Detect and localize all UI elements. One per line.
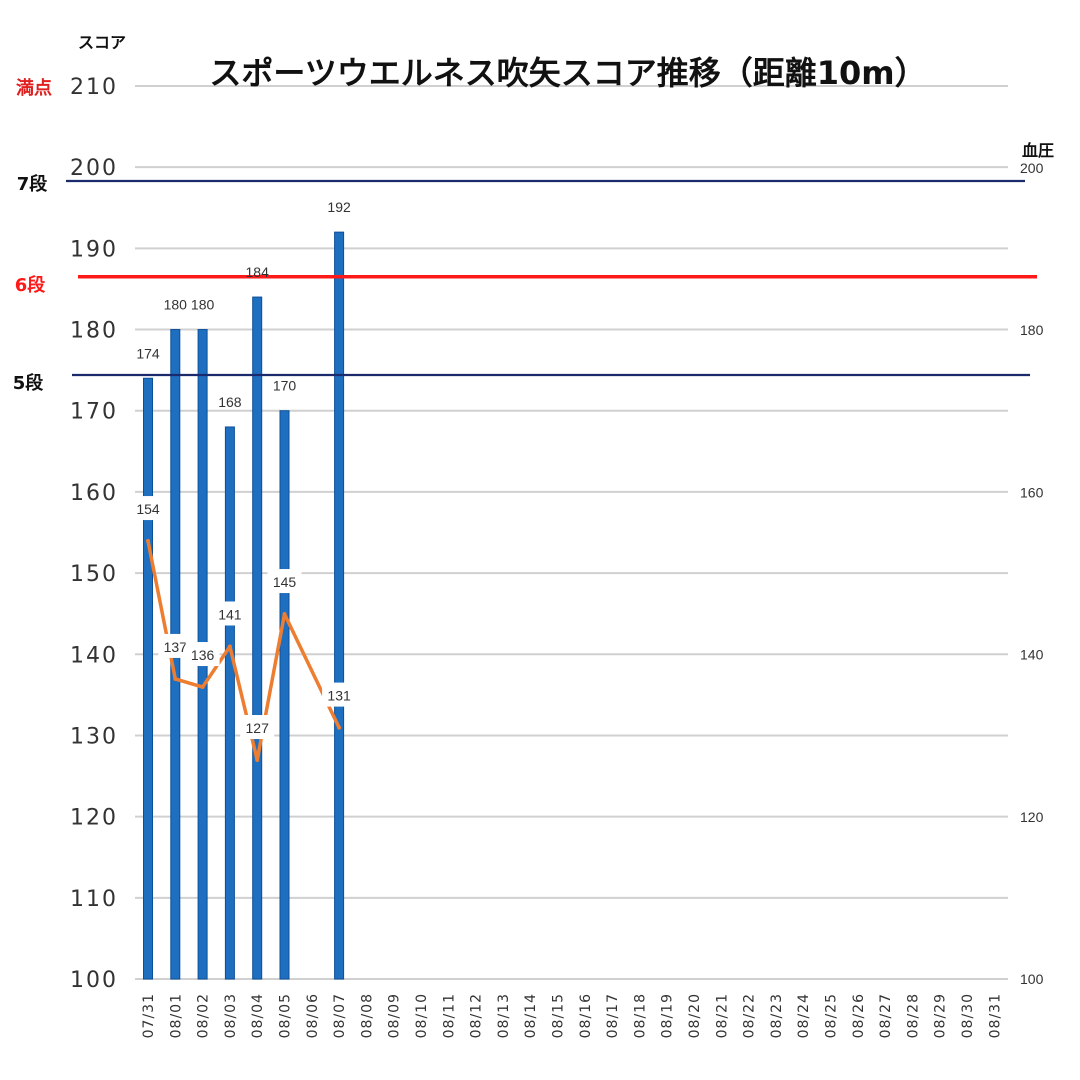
line-data-label-bg-08-02 bbox=[185, 642, 220, 667]
line-data-label-08-03: 141 bbox=[218, 606, 242, 622]
x-tick-label-08-25: 08/25 bbox=[824, 993, 840, 1038]
y2-tick-label-140: 140 bbox=[1020, 647, 1044, 663]
line-data-label-08-01: 137 bbox=[164, 639, 188, 655]
x-tick-label-08-07: 08/07 bbox=[332, 993, 348, 1038]
line-data-label-bg-08-07 bbox=[322, 682, 357, 707]
line-data-label-08-04: 127 bbox=[246, 720, 270, 736]
y-tick-label-140: 140 bbox=[70, 643, 118, 668]
x-tick-label-08-01: 08/01 bbox=[168, 993, 184, 1038]
line-series bbox=[146, 539, 342, 763]
bar-08-05 bbox=[279, 410, 290, 980]
x-tick-label-08-31: 08/31 bbox=[987, 993, 1003, 1038]
line-point-07-31 bbox=[146, 539, 150, 544]
x-tick-label-08-16: 08/16 bbox=[578, 993, 594, 1038]
reference-label-6段: 6段 bbox=[15, 274, 47, 296]
x-tick-label-08-17: 08/17 bbox=[605, 993, 621, 1038]
x-tick-label-08-08: 08/08 bbox=[359, 993, 375, 1038]
x-tick-label-08-03: 08/03 bbox=[223, 993, 239, 1038]
y2-tick-label-200: 200 bbox=[1020, 160, 1044, 176]
y-axis-title: スコア bbox=[78, 33, 126, 52]
x-tick-label-08-21: 08/21 bbox=[714, 993, 730, 1038]
bar-data-label-08-01: 180 bbox=[164, 297, 188, 313]
line-data-label-07-31: 154 bbox=[136, 501, 160, 517]
x-tick-label-08-13: 08/13 bbox=[496, 993, 512, 1038]
line-data-label-08-05: 145 bbox=[273, 574, 297, 590]
y-tick-label-170: 170 bbox=[70, 400, 118, 425]
y2-tick-label-120: 120 bbox=[1020, 809, 1044, 825]
reference-lines: 満点 7段 6段 5段 bbox=[13, 77, 1037, 394]
line-point-08-04 bbox=[255, 758, 260, 763]
line-point-08-05 bbox=[282, 612, 287, 617]
x-tick-label-07-31: 07/31 bbox=[141, 993, 157, 1038]
x-tick-label-08-23: 08/23 bbox=[769, 993, 785, 1038]
line-data-label-08-07: 131 bbox=[327, 688, 351, 704]
x-tick-label-08-30: 08/30 bbox=[960, 993, 976, 1038]
y-tick-label-130: 130 bbox=[70, 724, 118, 749]
x-tick-label-08-12: 08/12 bbox=[469, 993, 485, 1038]
x-tick-label-08-28: 08/28 bbox=[905, 993, 921, 1038]
x-tick-label-08-06: 08/06 bbox=[305, 993, 321, 1038]
x-tick-label-08-18: 08/18 bbox=[632, 993, 648, 1038]
x-tick-label-08-04: 08/04 bbox=[250, 993, 266, 1038]
line-data-label-bg-08-04 bbox=[240, 715, 275, 740]
line-point-08-02 bbox=[200, 685, 205, 690]
y-tick-label-180: 180 bbox=[70, 319, 118, 344]
grid-lines bbox=[135, 85, 1008, 980]
y-tick-label-120: 120 bbox=[70, 806, 118, 831]
axes: 100 110 120 130 140 150 160 170 180 190 200 210 100 1… bbox=[70, 75, 1044, 1038]
line-point-08-07 bbox=[337, 725, 342, 730]
y-tick-label-190: 190 bbox=[70, 237, 118, 262]
x-tick-label-08-02: 08/02 bbox=[196, 993, 212, 1038]
bar-data-label-07-31: 174 bbox=[136, 345, 160, 361]
reference-label-5段: 5段 bbox=[13, 372, 45, 394]
y-tick-label-160: 160 bbox=[70, 481, 118, 506]
reference-label-7段: 7段 bbox=[17, 173, 49, 195]
x-tick-label-08-15: 08/15 bbox=[551, 993, 567, 1038]
bar-08-03 bbox=[224, 426, 235, 980]
reference-label-満点: 満点 bbox=[16, 77, 52, 99]
y-tick-label-210: 210 bbox=[70, 75, 118, 100]
x-tick-label-08-19: 08/19 bbox=[660, 993, 676, 1038]
bar-data-label-08-03: 168 bbox=[218, 394, 242, 410]
y2-tick-label-100: 100 bbox=[1020, 971, 1044, 987]
bar-data-label-08-07: 192 bbox=[327, 199, 351, 215]
line-data-label-bg-08-05 bbox=[267, 569, 302, 594]
line-data-label-bg-07-31 bbox=[131, 496, 165, 521]
line-data-label-08-02: 136 bbox=[191, 647, 215, 663]
y2-tick-label-180: 180 bbox=[1020, 322, 1044, 338]
x-tick-label-08-29: 08/29 bbox=[933, 993, 949, 1038]
line-point-08-03 bbox=[227, 644, 232, 649]
y-tick-label-200: 200 bbox=[70, 156, 118, 181]
x-tick-label-08-11: 08/11 bbox=[441, 993, 457, 1038]
y2-tick-label-160: 160 bbox=[1020, 484, 1044, 500]
x-tick-label-08-05: 08/05 bbox=[278, 993, 294, 1038]
x-tick-label-08-10: 08/10 bbox=[414, 993, 430, 1038]
line-data-label-bg-08-03 bbox=[212, 601, 247, 626]
bar-08-07 bbox=[334, 231, 345, 980]
y-tick-label-150: 150 bbox=[70, 562, 118, 587]
line-point-08-01 bbox=[173, 676, 178, 681]
x-tick-label-08-09: 08/09 bbox=[387, 993, 403, 1038]
x-tick-label-08-26: 08/26 bbox=[851, 993, 867, 1038]
x-tick-label-08-22: 08/22 bbox=[742, 993, 758, 1038]
bar-data-label-08-04: 184 bbox=[246, 264, 270, 280]
bar-data-label-08-02: 180 bbox=[191, 297, 215, 313]
y-tick-label-100: 100 bbox=[70, 968, 118, 993]
bar-data-label-08-05: 170 bbox=[273, 378, 297, 394]
chart-title: スポーツウエルネス吹矢スコア推移（距離10m） bbox=[209, 54, 926, 92]
x-tick-label-08-27: 08/27 bbox=[878, 993, 894, 1038]
y-tick-label-110: 110 bbox=[70, 887, 118, 912]
bar-08-04 bbox=[252, 296, 263, 980]
x-tick-label-08-24: 08/24 bbox=[796, 993, 812, 1038]
y2-axis-title: 血圧 bbox=[1022, 141, 1054, 160]
bar-07-31 bbox=[143, 377, 153, 980]
x-tick-label-08-20: 08/20 bbox=[687, 993, 703, 1038]
x-tick-label-08-14: 08/14 bbox=[523, 993, 539, 1038]
